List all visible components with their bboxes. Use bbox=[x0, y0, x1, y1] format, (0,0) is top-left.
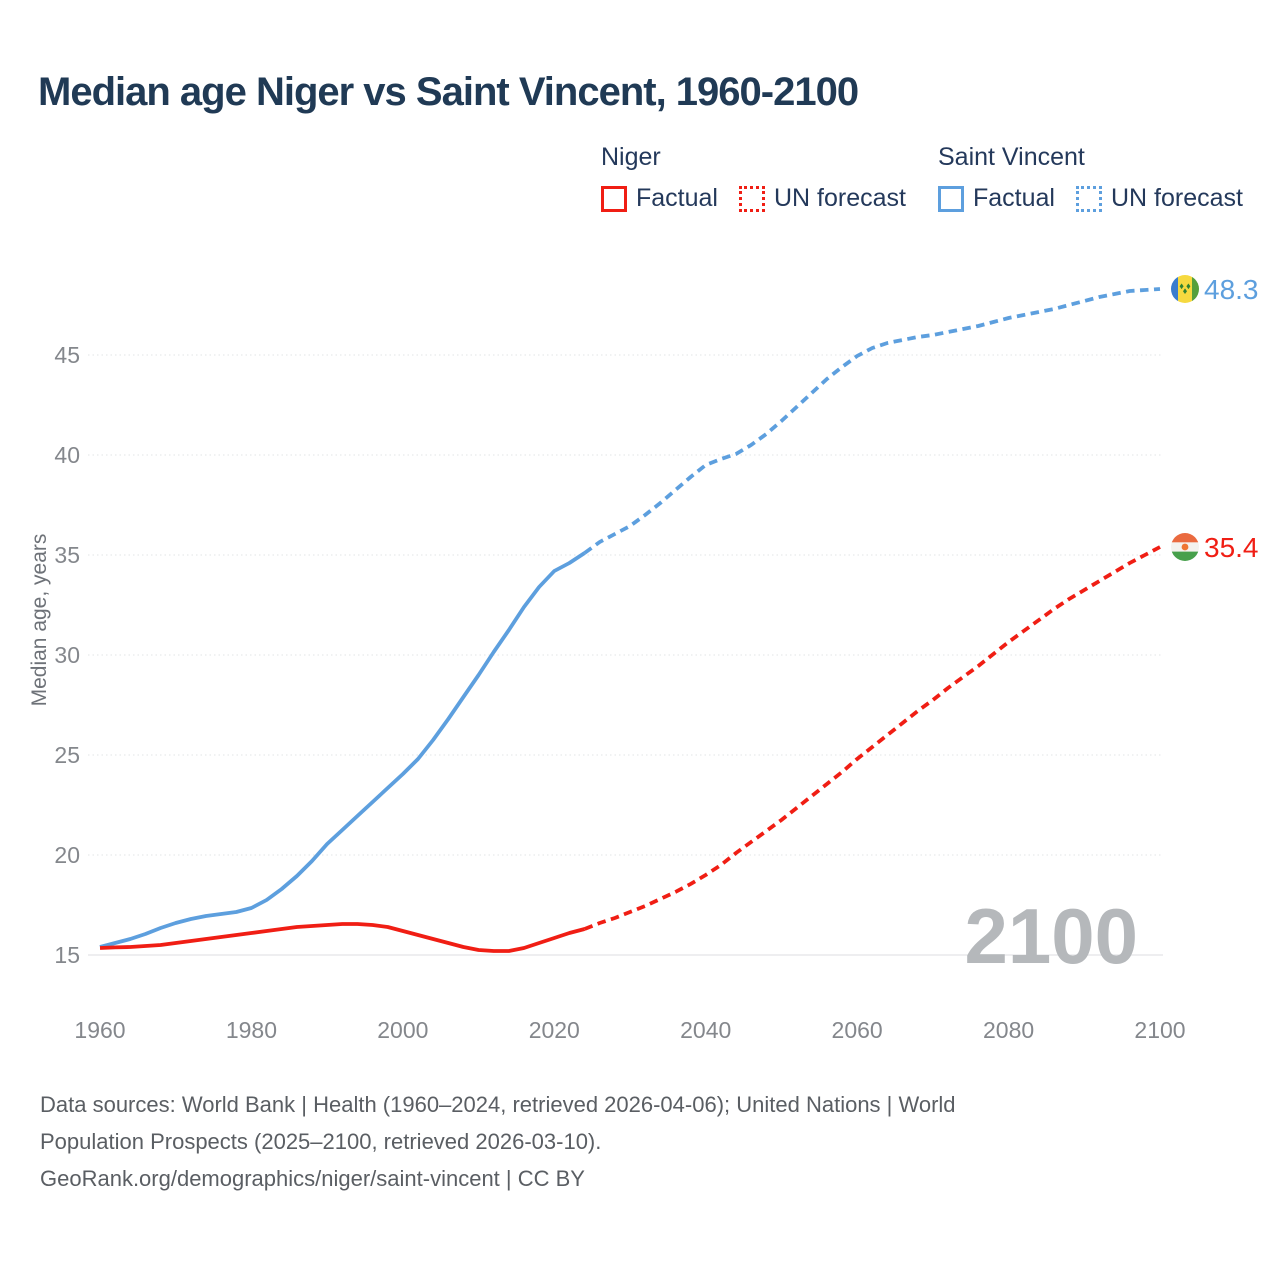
niger-forecast-swatch-icon bbox=[738, 185, 765, 212]
saint-vincent-flag-icon bbox=[1171, 275, 1199, 303]
niger-end-value: 35.4 bbox=[1204, 532, 1259, 563]
saint-vincent-factual-line bbox=[99, 551, 586, 949]
saint-vincent-factual-swatch-icon bbox=[938, 185, 964, 212]
page-title: Median age Niger vs Saint Vincent, 1960-… bbox=[38, 70, 859, 114]
footer-data-sources-line2: Population Prospects (2025–2100, retriev… bbox=[40, 1129, 602, 1154]
saint-vincent-factual-label: Factual bbox=[973, 184, 1055, 212]
saint-vincent-forecast-label: UN forecast bbox=[1110, 184, 1243, 212]
legend-saint-vincent-title: Saint Vincent bbox=[938, 143, 1085, 171]
y-tick-label: 45 bbox=[54, 342, 80, 368]
footer-attribution: GeoRank.org/demographics/niger/saint-vin… bbox=[40, 1166, 585, 1191]
y-tick-label: 15 bbox=[54, 942, 80, 968]
niger-flag-icon bbox=[1171, 533, 1199, 561]
saint-vincent-forecast-swatch-icon bbox=[1075, 185, 1102, 212]
saint-vincent-un-forecast-line bbox=[583, 287, 1161, 555]
legend-niger: Niger Factual UN forecast bbox=[601, 143, 906, 213]
x-tick-label: 2100 bbox=[1134, 1017, 1185, 1043]
legend-niger-row: Factual UN forecast bbox=[601, 184, 906, 213]
niger-factual-swatch-icon bbox=[601, 185, 627, 212]
footer: Data sources: World Bank | Health (1960–… bbox=[40, 1086, 956, 1197]
niger-factual-label: Factual bbox=[636, 184, 718, 212]
legend-niger-title: Niger bbox=[601, 143, 661, 171]
y-tick-label: 35 bbox=[54, 542, 80, 568]
saint-vincent-end-value: 48.3 bbox=[1204, 274, 1259, 305]
y-tick-label: 30 bbox=[54, 642, 80, 668]
legend-saint-vincent: Saint Vincent Factual UN forecast bbox=[938, 143, 1243, 213]
y-axis-title: Median age, years bbox=[28, 534, 51, 707]
y-tick-label: 20 bbox=[54, 842, 80, 868]
footer-data-sources-line1: Data sources: World Bank | Health (1960–… bbox=[40, 1092, 956, 1117]
niger-un-forecast-line bbox=[583, 545, 1161, 931]
legend-saint-vincent-row: Factual UN forecast bbox=[938, 184, 1243, 213]
niger-factual-line bbox=[99, 922, 586, 953]
plot-area: 2100 15 20 25 30 35 40 45 1960 1980 2000 2020 2040 20… bbox=[28, 287, 1186, 1043]
y-tick-label: 40 bbox=[54, 442, 80, 468]
y-tick-label: 25 bbox=[54, 742, 80, 768]
x-tick-label: 1980 bbox=[226, 1017, 277, 1043]
x-tick-label: 1960 bbox=[74, 1017, 125, 1043]
x-tick-label: 2020 bbox=[529, 1017, 580, 1043]
x-tick-label: 2060 bbox=[832, 1017, 883, 1043]
watermark-year: 2100 bbox=[964, 892, 1138, 980]
x-tick-label: 2080 bbox=[983, 1017, 1034, 1043]
x-tick-label: 2000 bbox=[377, 1017, 428, 1043]
niger-forecast-label: UN forecast bbox=[773, 184, 906, 212]
x-tick-label: 2040 bbox=[680, 1017, 731, 1043]
